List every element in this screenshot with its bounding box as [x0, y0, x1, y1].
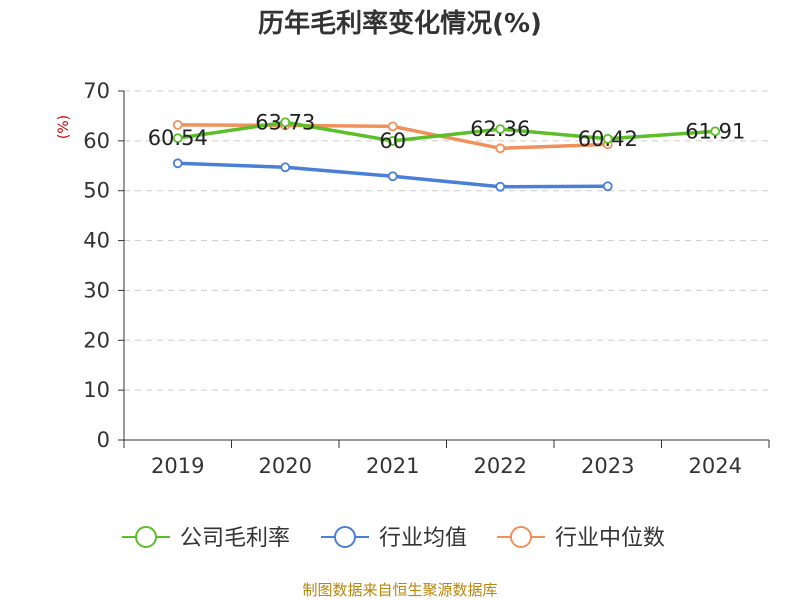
legend-item[interactable]: 行业中位数	[497, 526, 665, 551]
legend-label: 行业中位数	[555, 526, 665, 551]
y-tick-label: 70	[83, 79, 110, 103]
legend-swatch-marker	[334, 526, 356, 548]
legend-item[interactable]: 行业均值	[321, 526, 467, 551]
legend-swatch-marker	[135, 526, 157, 548]
data-point[interactable]	[602, 133, 613, 144]
y-axis-unit: (%)	[56, 115, 72, 139]
data-point[interactable]	[280, 117, 291, 128]
data-point[interactable]	[495, 181, 506, 192]
x-tick-label: 2024	[689, 454, 742, 478]
y-tick-label: 60	[83, 129, 110, 153]
data-label: 60	[379, 129, 406, 153]
legend[interactable]: 公司毛利率 行业均值 行业中位数	[122, 526, 665, 551]
data-label: 63.73	[255, 110, 315, 134]
data-point[interactable]	[602, 181, 613, 192]
y-tick-label: 20	[83, 328, 110, 352]
data-point[interactable]	[495, 124, 506, 134]
data-point[interactable]	[280, 162, 291, 173]
x-tick-label: 2023	[581, 454, 634, 478]
data-point[interactable]	[172, 120, 183, 130]
data-labels: 60.54 63.73 60 62.36 60.42 61.91	[148, 110, 746, 153]
data-label: 60.42	[578, 127, 638, 151]
data-point[interactable]	[495, 143, 506, 154]
data-point[interactable]	[387, 135, 398, 146]
data-point[interactable]	[710, 126, 721, 137]
x-tick-label: 2020	[259, 454, 312, 478]
data-label: 61.91	[685, 119, 745, 143]
legend-item[interactable]: 公司毛利率	[122, 526, 290, 551]
x-tick-label: 2019	[151, 454, 204, 478]
legend-label: 行业均值	[379, 526, 467, 551]
axes: 0 10 20 30 40 50 60 70 2019 2020 2021 2022 2023 2024	[83, 79, 770, 478]
y-tick-label: 40	[83, 229, 110, 253]
y-tick-label: 30	[83, 278, 110, 302]
data-point[interactable]	[172, 133, 183, 144]
data-point[interactable]	[172, 158, 183, 169]
data-point[interactable]	[387, 121, 398, 132]
x-tick-label: 2021	[366, 454, 419, 478]
series-line	[177, 120, 716, 143]
data-label: 60.54	[148, 126, 208, 150]
gridlines	[124, 90, 769, 391]
y-tick-label: 10	[83, 378, 110, 402]
legend-label: 公司毛利率	[180, 526, 290, 551]
source-note: 制图数据来自恒生聚源数据库	[302, 581, 497, 599]
y-tick-label: 0	[97, 428, 110, 452]
x-tick-label: 2022	[474, 454, 527, 478]
data-point[interactable]	[387, 171, 398, 182]
data-label: 62.36	[470, 117, 530, 141]
y-tick-label: 50	[83, 179, 110, 203]
chart-title: 历年毛利率变化情况(%)	[258, 8, 542, 39]
series-lines	[172, 117, 721, 192]
legend-swatch-marker	[510, 526, 532, 548]
